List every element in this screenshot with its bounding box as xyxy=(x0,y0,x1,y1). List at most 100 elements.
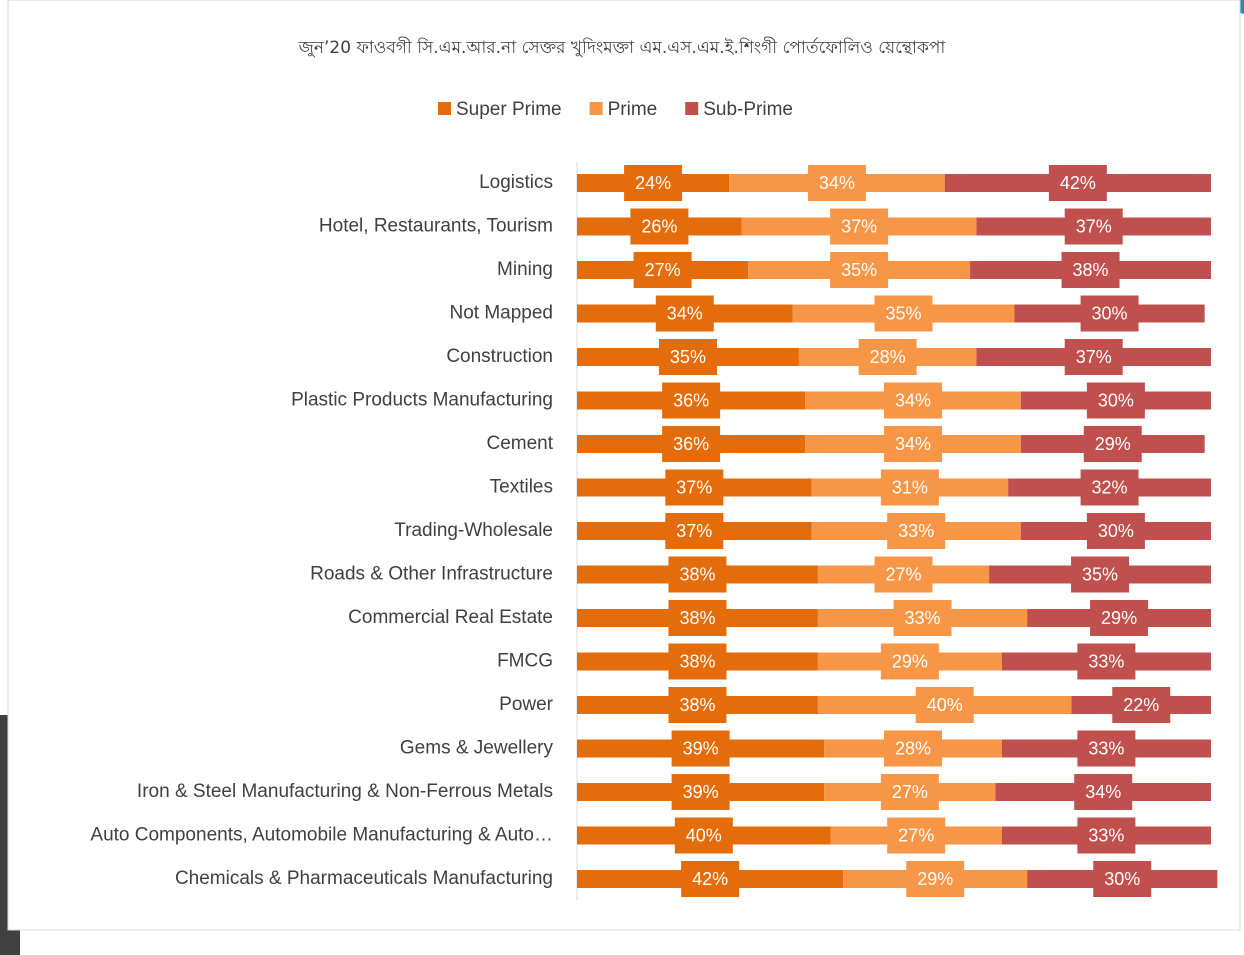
y-tick-label: Cement xyxy=(486,433,553,454)
data-label: 34% xyxy=(1085,782,1121,802)
data-label-box xyxy=(665,513,724,549)
data-label-box xyxy=(884,382,943,419)
y-tick-label: Hotel, Restaurants, Tourism xyxy=(319,216,553,237)
data-label-box xyxy=(1064,339,1123,375)
data-label: 28% xyxy=(895,738,931,758)
data-label-box xyxy=(1080,295,1139,332)
y-tick-label: Iron & Steel Manufacturing & Non-Ferrous… xyxy=(137,781,553,802)
data-label: 24% xyxy=(635,173,671,193)
data-label-box xyxy=(671,730,730,767)
y-tick-label: Commercial Real Estate xyxy=(348,607,553,628)
data-label-box xyxy=(880,643,939,680)
y-tick-label: Textiles xyxy=(490,477,553,498)
data-label: 34% xyxy=(667,303,703,323)
data-label-box xyxy=(1061,252,1120,288)
data-label-box xyxy=(1048,165,1107,201)
y-tick-label: Logistics xyxy=(479,172,553,193)
data-label-box xyxy=(1112,687,1171,723)
data-label: 33% xyxy=(1088,738,1124,758)
data-label-box xyxy=(674,817,733,854)
y-tick-label: Mining xyxy=(497,259,553,280)
data-label: 30% xyxy=(1098,390,1134,410)
data-label: 39% xyxy=(683,782,719,802)
legend-swatch xyxy=(685,102,699,115)
data-label: 27% xyxy=(645,260,681,280)
data-label: 37% xyxy=(1076,216,1112,236)
data-label-box xyxy=(1086,382,1145,419)
data-label-box xyxy=(893,600,952,636)
data-label: 30% xyxy=(1098,521,1134,541)
data-label: 37% xyxy=(841,216,877,236)
data-label: 27% xyxy=(885,564,921,584)
y-tick-label: Roads & Other Infrastructure xyxy=(310,564,553,585)
data-label-box xyxy=(668,556,727,593)
data-label: 36% xyxy=(673,390,709,410)
data-label-box xyxy=(681,861,740,897)
data-label-box xyxy=(874,556,933,593)
data-label-box xyxy=(1090,600,1149,636)
data-label-box xyxy=(665,469,724,506)
data-label: 22% xyxy=(1123,695,1159,715)
data-label: 30% xyxy=(1092,303,1128,323)
data-label: 38% xyxy=(679,695,715,715)
y-tick-label: Auto Components, Automobile Manufacturin… xyxy=(90,825,553,846)
data-label-box xyxy=(880,774,939,810)
data-label: 29% xyxy=(1095,434,1131,454)
data-label: 37% xyxy=(1076,347,1112,367)
data-label: 33% xyxy=(1088,651,1124,671)
data-label: 29% xyxy=(917,869,953,889)
data-label: 35% xyxy=(670,347,706,367)
data-label: 33% xyxy=(898,521,934,541)
data-label: 33% xyxy=(905,608,941,628)
y-tick-label: Trading-Wholesale xyxy=(394,520,553,541)
data-label: 35% xyxy=(1082,564,1118,584)
data-label-box xyxy=(880,469,939,506)
y-tick-label: Gems & Jewellery xyxy=(400,738,554,759)
data-label-box xyxy=(633,252,692,288)
data-label-box xyxy=(668,600,727,636)
data-label-box xyxy=(887,513,946,549)
data-label: 27% xyxy=(892,782,928,802)
chart-title: জুন’20 ফাওবগী সি.এম.আর.না সেক্তর খুদিংমক… xyxy=(298,37,947,58)
y-tick-label: Power xyxy=(499,694,554,715)
data-label-box xyxy=(658,339,717,375)
data-label: 34% xyxy=(895,390,931,410)
y-tick-label: Not Mapped xyxy=(449,303,553,324)
chart-frame xyxy=(7,0,1241,931)
y-tick-label: Plastic Products Manufacturing xyxy=(291,390,553,411)
data-label: 42% xyxy=(1060,173,1096,193)
y-tick-label: FMCG xyxy=(497,651,553,672)
y-tick-label: Construction xyxy=(446,346,553,367)
data-label: 37% xyxy=(676,521,712,541)
data-label: 33% xyxy=(1088,825,1124,845)
data-label-box xyxy=(884,730,943,767)
data-label: 37% xyxy=(676,477,712,497)
data-label: 34% xyxy=(819,173,855,193)
data-label-box xyxy=(1080,469,1139,506)
data-label-box xyxy=(662,382,721,419)
data-label-box xyxy=(830,252,889,288)
data-label: 31% xyxy=(892,477,928,497)
data-label: 28% xyxy=(870,347,906,367)
data-label-box xyxy=(1093,861,1152,897)
data-label: 34% xyxy=(895,434,931,454)
data-label-box xyxy=(655,295,714,332)
data-label-box xyxy=(671,774,730,810)
data-label-box xyxy=(1086,513,1145,549)
data-label-box xyxy=(830,208,889,245)
data-label: 42% xyxy=(692,869,728,889)
legend-label: Sub-Prime xyxy=(703,99,793,120)
data-label-box xyxy=(1071,556,1130,593)
data-label-box xyxy=(874,295,933,332)
data-label: 39% xyxy=(683,738,719,758)
data-label: 35% xyxy=(885,303,921,323)
data-label-box xyxy=(884,426,943,462)
data-label-box xyxy=(1074,774,1133,810)
data-label: 29% xyxy=(1101,608,1137,628)
data-label-box xyxy=(1083,426,1142,462)
data-label-box xyxy=(1077,643,1136,680)
data-label-box xyxy=(668,643,727,680)
data-label-box xyxy=(624,165,683,201)
data-label-box xyxy=(1077,730,1136,767)
